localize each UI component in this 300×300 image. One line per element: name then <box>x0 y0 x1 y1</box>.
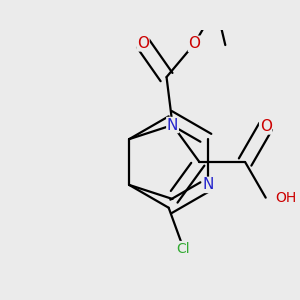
Text: O: O <box>137 36 149 51</box>
Text: N: N <box>167 118 178 133</box>
Text: O: O <box>188 36 200 51</box>
Text: O: O <box>260 119 272 134</box>
Text: N: N <box>202 177 214 192</box>
Text: OH: OH <box>275 191 297 205</box>
Text: Cl: Cl <box>177 242 190 256</box>
